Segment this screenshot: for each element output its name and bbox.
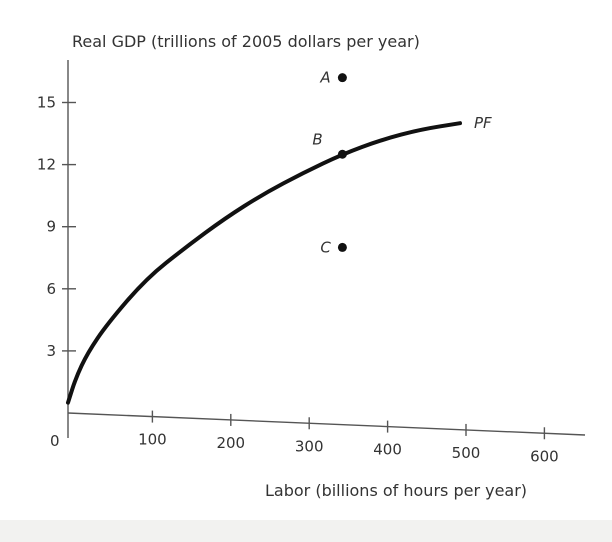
point-a [337,73,347,83]
y-tick-label: 15 [37,94,56,112]
y-axis-title: Real GDP (trillions of 2005 dollars per … [72,32,420,51]
point-label-c: C [320,238,331,256]
series-label-pf: PF [474,114,492,132]
x-tick-label: 400 [373,441,402,459]
x-axis-title: Labor (billions of hours per year) [265,481,527,500]
point-label-b: B [312,130,322,148]
chart-panel: Real GDP (trillions of 2005 dollars per … [0,0,612,520]
y-tick-label: 6 [46,280,56,298]
x-axis-line [67,412,586,436]
x-tick-label: 300 [295,437,324,455]
point-label-a: A [319,69,330,87]
pf-curve [66,121,462,405]
y-tick-label: 9 [46,218,56,236]
x-tick-label: 600 [530,447,559,465]
x-tick-label: 500 [452,444,481,462]
point-b [337,149,347,159]
point-c [337,242,347,252]
y-tick-label: 3 [46,342,56,360]
production-function-chart: Real GDP (trillions of 2005 dollars per … [37,32,586,500]
origin-label: 0 [50,432,60,450]
x-tick-label: 100 [138,431,167,449]
y-tick-label: 12 [37,156,56,174]
x-tick-label: 200 [216,434,245,452]
